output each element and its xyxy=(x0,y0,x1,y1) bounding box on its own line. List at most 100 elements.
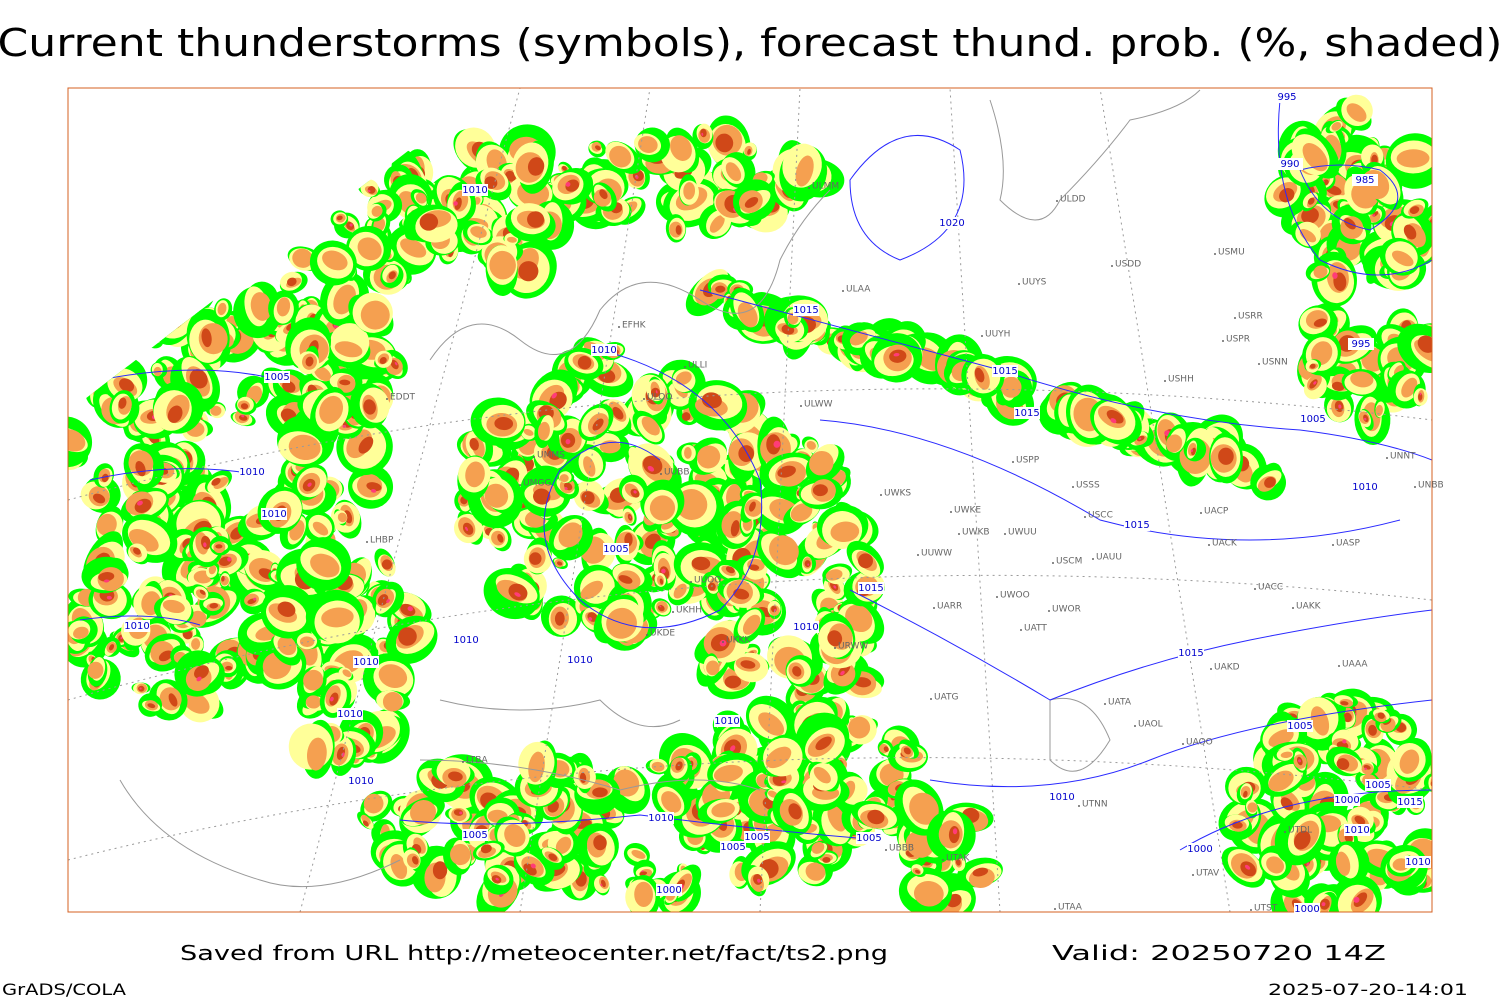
shade-blob xyxy=(162,599,185,614)
isobar-label: 1010 xyxy=(793,622,818,633)
station-label: ULDD xyxy=(1060,195,1086,205)
station-label: EFHK xyxy=(622,321,647,331)
station-dot xyxy=(1164,380,1166,382)
station-dot xyxy=(1414,486,1416,488)
station-dot xyxy=(1258,363,1260,365)
shade-blob xyxy=(253,597,257,601)
station-label: USCC xyxy=(1088,511,1113,521)
station-dot xyxy=(1292,607,1294,609)
station-label: EDDT xyxy=(390,393,416,403)
isobar-label: 1005 xyxy=(1365,780,1390,791)
station-dot xyxy=(1332,544,1334,546)
station-dot xyxy=(1134,725,1136,727)
shade-blob xyxy=(167,405,183,423)
station-label: UTAK xyxy=(946,854,971,864)
shade-blob xyxy=(106,595,112,600)
shade-blob xyxy=(191,638,201,650)
station-dot xyxy=(462,761,464,763)
isobar-label: 1005 xyxy=(1300,414,1325,425)
shade-blob xyxy=(701,132,704,136)
shade-blob xyxy=(225,665,233,671)
source-url: Saved from URL http://meteocenter.net/fa… xyxy=(180,941,888,965)
station-dot xyxy=(660,473,662,475)
isobar-label: 1010 xyxy=(648,813,673,824)
station-label: UACK xyxy=(1212,539,1238,549)
isobar-label: 1010 xyxy=(567,655,592,666)
station-label: UBBB xyxy=(889,844,914,854)
shade-blob xyxy=(609,145,632,168)
isobar-label: 1015 xyxy=(1124,520,1149,531)
station-label: UUOO xyxy=(694,576,721,586)
shade-blob xyxy=(747,148,751,155)
shade-blob xyxy=(200,535,211,550)
station-dot xyxy=(1048,610,1050,612)
isobar-label: 1015 xyxy=(793,305,818,316)
shade-blob xyxy=(725,162,742,182)
station-label: ULWW xyxy=(804,400,833,410)
shade-blob xyxy=(282,380,296,393)
shade-blob xyxy=(527,157,545,176)
station-dot xyxy=(842,290,844,292)
isobar-label: 1015 xyxy=(1178,648,1203,659)
shade-blob xyxy=(744,197,759,208)
shade-blob xyxy=(182,691,210,714)
station-label: UAOO xyxy=(1186,738,1213,748)
station-dot xyxy=(808,187,810,189)
isobar-label: 1000 xyxy=(656,885,681,896)
station-dot xyxy=(950,511,952,513)
station-dot xyxy=(1056,200,1058,202)
isobar-label: 1010 xyxy=(261,509,286,520)
station-label: UAKD xyxy=(1214,663,1240,673)
shade-blob xyxy=(250,292,272,321)
isobar-label: 1015 xyxy=(858,583,883,594)
shade-blob xyxy=(211,477,221,486)
station-label: UATG xyxy=(934,693,959,703)
station-label: USMU xyxy=(1218,248,1245,258)
station-label: USPR xyxy=(1226,335,1250,345)
station-dot xyxy=(684,366,686,368)
station-dot xyxy=(958,533,960,535)
shade-blob xyxy=(276,297,291,317)
shade-blob xyxy=(670,135,692,161)
station-dot xyxy=(885,849,887,851)
valid-time: Valid: 20250720 14Z xyxy=(1052,941,1386,965)
shade-blob xyxy=(599,189,608,200)
station-label: LTBA xyxy=(466,756,488,766)
station-dot xyxy=(1254,588,1256,590)
shade-blob xyxy=(120,636,124,640)
isobar-label: 1015 xyxy=(1014,408,1039,419)
probability-shading xyxy=(68,94,1432,912)
station-dot xyxy=(1111,265,1113,267)
shade-blob xyxy=(68,416,93,468)
shade-blob xyxy=(147,703,156,709)
station-dot xyxy=(880,494,882,496)
shade-blob xyxy=(241,414,245,418)
station-label: UUYH xyxy=(985,330,1010,340)
shade-blob xyxy=(158,650,173,662)
isobar-label: 1005 xyxy=(1287,721,1312,732)
station-dot xyxy=(643,398,645,400)
shade-blob xyxy=(565,438,571,445)
station-dot xyxy=(366,541,368,543)
shade-blob xyxy=(358,436,374,454)
station-label: USSS xyxy=(1076,481,1100,491)
station-dot xyxy=(519,484,521,486)
shade-blob xyxy=(213,476,229,490)
station-dot xyxy=(834,647,836,649)
station-dot xyxy=(1182,743,1184,745)
shade-blob xyxy=(118,397,127,409)
isobar-label: 1000 xyxy=(1334,795,1359,806)
station-dot xyxy=(1054,908,1056,910)
isobar-label: 1020 xyxy=(939,218,964,229)
station-label: UWUU xyxy=(1008,528,1037,538)
isobar-label: 990 xyxy=(1280,159,1299,170)
station-dot xyxy=(800,405,802,407)
station-dot xyxy=(996,596,998,598)
station-dot xyxy=(1078,805,1080,807)
station-dot xyxy=(533,456,535,458)
station-dot xyxy=(386,398,388,400)
shade-blob xyxy=(103,579,110,583)
station-label: UKHH xyxy=(676,606,702,616)
station-dot xyxy=(722,641,724,643)
